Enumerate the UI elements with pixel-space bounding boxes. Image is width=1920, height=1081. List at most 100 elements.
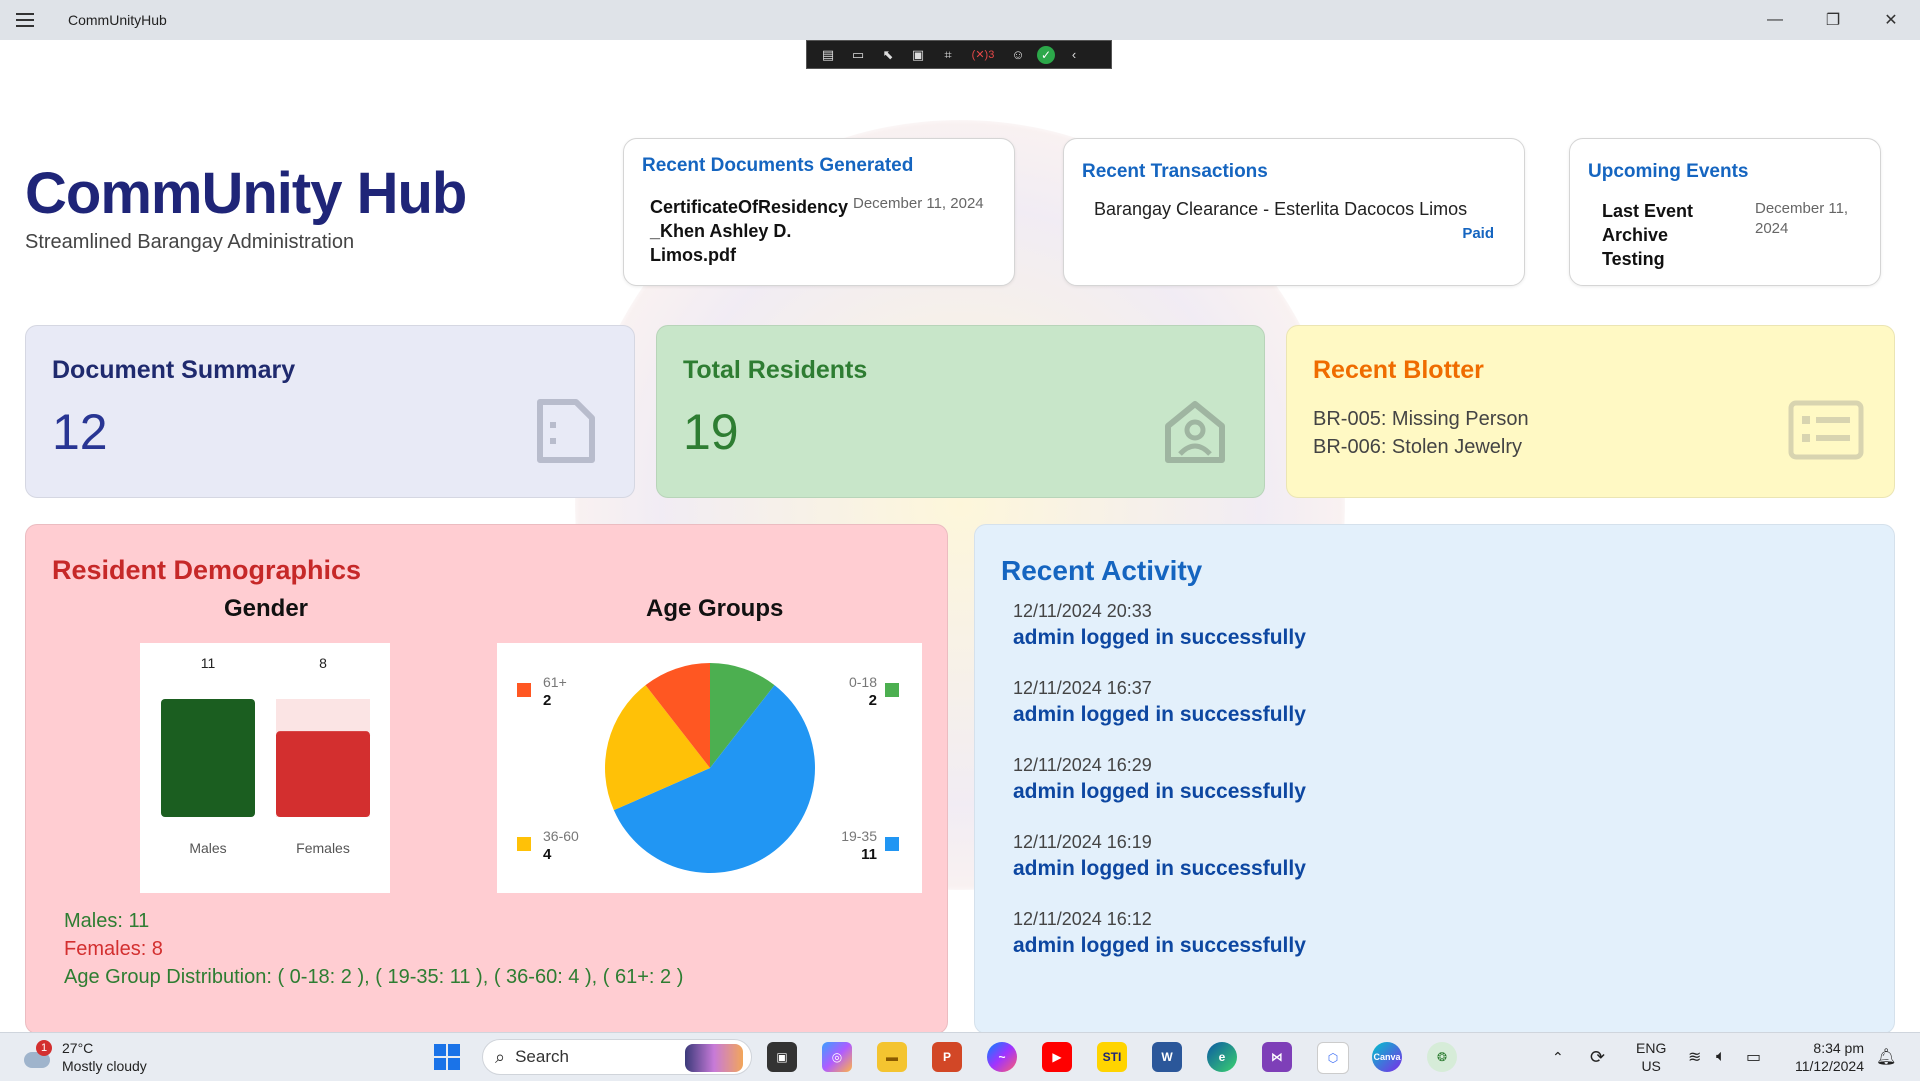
legend-value: 11 bbox=[861, 846, 877, 863]
bar-category-label: Males bbox=[189, 840, 226, 856]
activity-item[interactable]: 12/11/2024 16:19 admin logged in success… bbox=[1013, 832, 1306, 881]
copilot-icon[interactable]: ◎ bbox=[822, 1042, 852, 1072]
blotter-list: BR-005: Missing Person BR-006: Stolen Je… bbox=[1313, 405, 1868, 461]
transaction-status-badge: Paid bbox=[1462, 225, 1494, 242]
track-focus-icon[interactable]: ⌗ bbox=[944, 46, 952, 62]
recent-transaction-line: Barangay Clearance - Esterlita Dacocos L… bbox=[1094, 199, 1468, 219]
activity-item[interactable]: 12/11/2024 20:33 admin logged in success… bbox=[1013, 601, 1306, 650]
weather-widget[interactable]: 1 27°C Mostly cloudy bbox=[22, 1039, 147, 1075]
gender-bar-males bbox=[161, 699, 255, 817]
recent-activity-title: Recent Activity bbox=[1001, 555, 1203, 586]
window-controls: — ❐ ✕ bbox=[1746, 0, 1920, 40]
input-language-indicator[interactable]: ENG US bbox=[1636, 1033, 1666, 1081]
close-button[interactable]: ✕ bbox=[1862, 0, 1920, 40]
legend-label: 0-18 bbox=[849, 674, 877, 690]
xaml-debug-toolbar: ▤ ▭ ⬉ ▣ ⌗ (✕) 3 ☺ ✓ ‹ bbox=[806, 40, 1112, 69]
hamburger-icon bbox=[16, 19, 34, 21]
recent-documents-title: Recent Documents Generated bbox=[642, 155, 914, 176]
legend-label: 36-60 bbox=[543, 828, 579, 844]
upcoming-events-card[interactable]: Upcoming Events Last Event Archive Testi… bbox=[1569, 138, 1881, 286]
minimize-button[interactable]: — bbox=[1746, 0, 1804, 40]
accessibility-icon[interactable]: ☺ bbox=[1011, 47, 1025, 62]
age-pie-chart-svg: 0-18 2 19-35 11 36-60 4 61+ 2 bbox=[517, 663, 899, 873]
start-button[interactable] bbox=[432, 1042, 462, 1072]
region-code: US bbox=[1641, 1058, 1661, 1074]
activity-message: admin logged in successfully bbox=[1013, 857, 1306, 880]
canva-icon[interactable]: Canva bbox=[1372, 1042, 1402, 1072]
battery-icon[interactable]: ▭ bbox=[1746, 1049, 1762, 1066]
notification-bell-icon[interactable]: 🔔︎ bbox=[1876, 1049, 1897, 1066]
display-layout-icon[interactable]: ▣ bbox=[911, 46, 925, 62]
search-icon: ⌕ bbox=[495, 1046, 506, 1067]
taskbar: 1 27°C Mostly cloudy ⌕ Search ▣ ◎ ▬ P ~ … bbox=[0, 1032, 1920, 1081]
legend-swatch bbox=[517, 837, 531, 851]
resident-demographics-title: Resident Demographics bbox=[52, 555, 362, 585]
gender-bar-chart: 11 Males 8 Females bbox=[140, 643, 390, 893]
communityhub-icon[interactable]: ❂ bbox=[1427, 1042, 1457, 1072]
file-explorer-icon[interactable]: ▬ bbox=[877, 1042, 907, 1072]
age-group-summary: Age Group Distribution: ( 0-18: 2 ), ( 1… bbox=[64, 966, 684, 988]
taskbar-search[interactable]: ⌕ Search bbox=[482, 1039, 752, 1075]
activity-time: 12/11/2024 16:12 bbox=[1013, 909, 1152, 929]
title-bar: CommUnityHub — ❐ ✕ bbox=[0, 0, 1920, 40]
document-icon bbox=[537, 399, 595, 463]
blotter-item[interactable]: BR-005: Missing Person bbox=[1313, 408, 1529, 430]
sync-icon[interactable]: ⟳ bbox=[1590, 1046, 1606, 1067]
taskbar-clock[interactable]: 8:34 pm 11/12/2024 bbox=[1795, 1039, 1864, 1075]
total-residents-title: Total Residents bbox=[683, 356, 868, 384]
app-icon[interactable]: ⬡ bbox=[1317, 1042, 1349, 1074]
select-element-icon[interactable]: ⬉ bbox=[882, 46, 894, 62]
collapse-chevron-icon[interactable]: ‹ bbox=[1071, 47, 1077, 62]
search-label: Search bbox=[515, 1047, 569, 1066]
record-icon[interactable]: ▭ bbox=[851, 46, 865, 62]
close-icon: ✕ bbox=[1884, 12, 1898, 29]
tray-overflow-chevron-icon[interactable]: ⌃ bbox=[1552, 1048, 1564, 1065]
document-summary-card[interactable]: Document Summary 12 bbox=[25, 325, 635, 498]
activity-message: admin logged in successfully bbox=[1013, 780, 1306, 803]
live-visual-tree-icon[interactable]: ▤ bbox=[821, 46, 835, 62]
recent-transactions-card[interactable]: Recent Transactions Barangay Clearance -… bbox=[1063, 138, 1525, 286]
legend-value: 2 bbox=[869, 692, 877, 709]
youtube-icon[interactable]: ▶ bbox=[1042, 1042, 1072, 1072]
activity-time: 12/11/2024 20:33 bbox=[1013, 601, 1152, 621]
activity-time: 12/11/2024 16:37 bbox=[1013, 678, 1152, 698]
search-highlight-icon bbox=[685, 1044, 743, 1072]
total-residents-card[interactable]: Total Residents 19 bbox=[656, 325, 1265, 498]
activity-item[interactable]: 12/11/2024 16:37 admin logged in success… bbox=[1013, 678, 1306, 727]
recent-documents-card[interactable]: Recent Documents Generated CertificateOf… bbox=[623, 138, 1015, 286]
restore-icon: ❐ bbox=[1825, 12, 1841, 29]
weather-cloud-icon: 1 bbox=[22, 1040, 52, 1070]
word-icon[interactable]: W bbox=[1152, 1042, 1182, 1072]
document-summary-title: Document Summary bbox=[52, 356, 296, 384]
volume-icon[interactable]: 🔈︎ bbox=[1716, 1048, 1726, 1065]
legend-swatch bbox=[517, 683, 531, 697]
binding-errors-button[interactable]: (✕) 3 bbox=[971, 48, 995, 62]
powerpoint-icon[interactable]: P bbox=[932, 1042, 962, 1072]
activity-item[interactable]: 12/11/2024 16:12 admin logged in success… bbox=[1013, 909, 1306, 958]
minimize-icon: — bbox=[1767, 11, 1783, 28]
age-chart-title: Age Groups bbox=[646, 595, 784, 622]
windows-start-icon bbox=[434, 1044, 460, 1070]
hamburger-menu-button[interactable] bbox=[0, 0, 50, 40]
recent-transactions-title: Recent Transactions bbox=[1082, 161, 1268, 182]
activity-item[interactable]: 12/11/2024 16:29 admin logged in success… bbox=[1013, 755, 1306, 804]
recent-document-name: CertificateOfResidency _Khen Ashley D. L… bbox=[650, 197, 849, 265]
clock-time: 8:34 pm bbox=[1813, 1040, 1864, 1056]
home-person-icon bbox=[1165, 401, 1225, 463]
weather-temp: 27°C bbox=[62, 1040, 94, 1056]
messenger-icon[interactable]: ~ bbox=[987, 1042, 1017, 1072]
restore-button[interactable]: ❐ bbox=[1804, 0, 1862, 40]
wifi-icon[interactable]: ≋ bbox=[1688, 1049, 1702, 1066]
legend-swatch bbox=[885, 837, 899, 851]
visual-studio-icon[interactable]: ⋈ bbox=[1262, 1042, 1292, 1072]
legend-label: 19-35 bbox=[841, 828, 877, 844]
blotter-item[interactable]: BR-006: Stolen Jewelry bbox=[1313, 436, 1522, 458]
recent-blotter-card[interactable]: Recent Blotter BR-005: Missing Person BR… bbox=[1286, 325, 1895, 498]
recent-activity-panel: Recent Activity 12/11/2024 20:33 admin l… bbox=[974, 524, 1895, 1034]
sti-icon[interactable]: STI bbox=[1097, 1042, 1127, 1072]
check-ok-icon[interactable]: ✓ bbox=[1037, 45, 1055, 64]
edge-icon[interactable]: e bbox=[1207, 1042, 1237, 1072]
activity-message: admin logged in successfully bbox=[1013, 934, 1306, 957]
task-view-icon[interactable]: ▣ bbox=[767, 1042, 797, 1072]
pie-slice-19-35 bbox=[613, 685, 815, 873]
